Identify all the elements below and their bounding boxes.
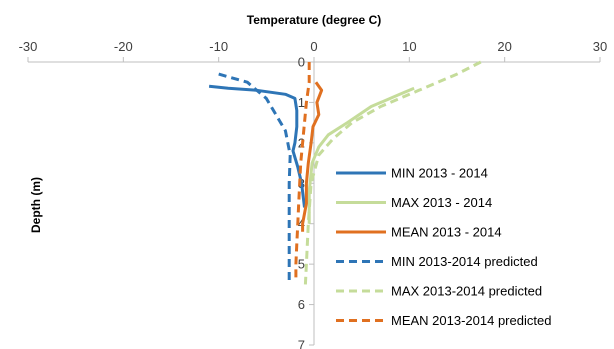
y-tick-label: 5 <box>298 257 305 272</box>
y-tick-label: 6 <box>298 297 305 312</box>
x-tick-label: -20 <box>114 39 133 54</box>
x-tick-label: 20 <box>497 39 511 54</box>
legend-label-3: MIN 2013-2014 predicted <box>391 254 538 269</box>
x-tick-label: 0 <box>310 39 317 54</box>
series-layer <box>208 60 482 285</box>
x-tick-label: -30 <box>19 39 38 54</box>
x-tick-label: 10 <box>402 39 416 54</box>
series-line-3 <box>218 72 292 281</box>
y-tick-label: 7 <box>298 338 305 349</box>
x-tick-label: 30 <box>593 39 607 54</box>
legend-label-4: MAX 2013-2014 predicted <box>391 284 542 299</box>
legend-label-1: MAX 2013 - 2014 <box>391 195 492 210</box>
series-line-1 <box>307 86 415 224</box>
series-line-4 <box>303 60 482 285</box>
series-line-2 <box>301 81 324 232</box>
legend-label-0: MIN 2013 - 2014 <box>391 166 488 181</box>
x-tick-label: -10 <box>209 39 228 54</box>
y-axis-title: Depth (m) <box>29 177 43 233</box>
y-tick-label: 0 <box>298 55 305 70</box>
legend: MIN 2013 - 2014 MAX 2013 - 2014 MEAN 2013 … <box>336 166 551 328</box>
x-axis-title: Temperature (degree C) <box>247 13 381 27</box>
series-line-5 <box>294 62 311 281</box>
legend-label-2: MEAN 2013 - 2014 <box>391 225 502 240</box>
legend-label-5: MEAN 2013-2014 predicted <box>391 313 551 328</box>
series-line-0 <box>208 84 306 208</box>
y-tick-label: 1 <box>298 95 305 110</box>
